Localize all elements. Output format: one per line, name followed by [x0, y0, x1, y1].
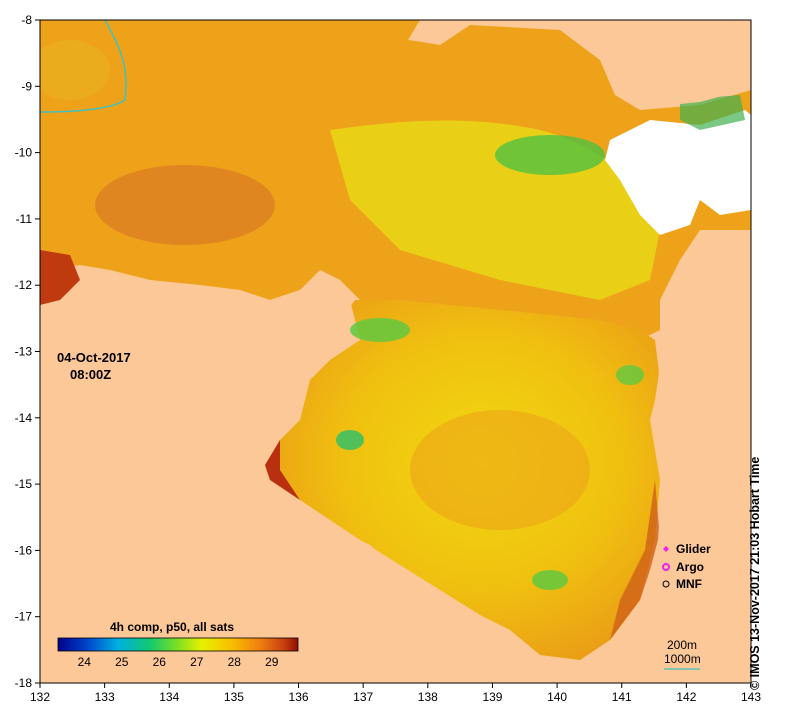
- cool-patch-gulf-4: [532, 570, 568, 590]
- colorbar-tick-label: 25: [115, 655, 129, 669]
- colorbar: [57, 637, 299, 652]
- cool-patch-gulf-2: [336, 430, 364, 450]
- mnf-label: MNF: [676, 577, 702, 591]
- cool-patch-gulf-3: [616, 365, 644, 385]
- gulf-warm-margin: [265, 440, 300, 500]
- glider-label: Glider: [676, 542, 711, 556]
- x-tick-label: 136: [289, 690, 309, 704]
- warm-patch: [95, 165, 275, 245]
- x-tick-label: 135: [224, 690, 244, 704]
- colorbar-tick-label: 28: [228, 655, 242, 669]
- x-tick-label: 142: [676, 690, 696, 704]
- y-tick-label: -10: [15, 146, 33, 160]
- no-data-region: [605, 110, 751, 235]
- glider-marker: [663, 546, 669, 552]
- colorbar-tick-label: 27: [190, 655, 204, 669]
- x-tick-label: 141: [612, 690, 632, 704]
- colorbar-tick-label: 24: [78, 655, 92, 669]
- y-tick-label: -18: [15, 676, 33, 690]
- cool-patch-gulf-1: [350, 318, 410, 342]
- colorbar-ticks: 24 25 26 27 28 29: [78, 655, 279, 669]
- y-tick-label: -12: [15, 278, 33, 292]
- cape-york-land: [582, 230, 751, 683]
- x-tick-label: 139: [482, 690, 502, 704]
- x-tick-label: 132: [30, 690, 50, 704]
- x-tick-label: 138: [418, 690, 438, 704]
- contour-200m-label: 200m: [667, 638, 698, 652]
- date-label: 04-Oct-2017: [57, 350, 131, 365]
- mnf-marker: [662, 580, 670, 588]
- x-tick-label: 143: [741, 690, 761, 704]
- y-axis: -8 -9 -10 -11 -12 -13 -14 -15 -16 -17 -18: [15, 13, 40, 690]
- argo-label: Argo: [676, 560, 704, 574]
- cool-patch-north: [495, 135, 605, 175]
- gulf-warm-margin-east: [610, 480, 660, 640]
- time-label: 08:00Z: [70, 367, 112, 382]
- y-tick-label: -8: [21, 13, 32, 27]
- x-tick-label: 133: [95, 690, 115, 704]
- x-axis: 132 133 134 135 136 137 138 139 140 141 142 143: [30, 683, 761, 704]
- composite-label: 4h comp, p50, all sats: [110, 620, 235, 634]
- y-tick-label: -15: [15, 477, 33, 491]
- y-tick-label: -13: [15, 345, 33, 359]
- imos-credit: © IMOS 13-Nov-2017 21:03 Hobart Time: [748, 456, 762, 690]
- no-data-green: [680, 95, 745, 130]
- western-island-warm: [40, 250, 80, 305]
- western-land: [40, 270, 545, 683]
- warm-patch-2: [40, 40, 110, 100]
- x-tick-label: 140: [547, 690, 567, 704]
- colorbar-tick-label: 29: [265, 655, 279, 669]
- y-tick-label: -11: [16, 212, 33, 226]
- y-tick-label: -14: [15, 411, 33, 425]
- contour-1000m: [40, 20, 127, 113]
- y-tick-label: -9: [21, 79, 32, 93]
- papua-land: [408, 20, 751, 108]
- y-tick-label: -16: [15, 543, 33, 557]
- contour-1000m-label: 1000m: [664, 652, 701, 666]
- x-tick-label: 134: [159, 690, 179, 704]
- colorbar-tick-label: 26: [153, 655, 167, 669]
- gulf-center-warm: [410, 410, 590, 530]
- y-tick-label: -17: [15, 610, 33, 624]
- x-tick-label: 137: [353, 690, 373, 704]
- argo-marker: [662, 563, 670, 571]
